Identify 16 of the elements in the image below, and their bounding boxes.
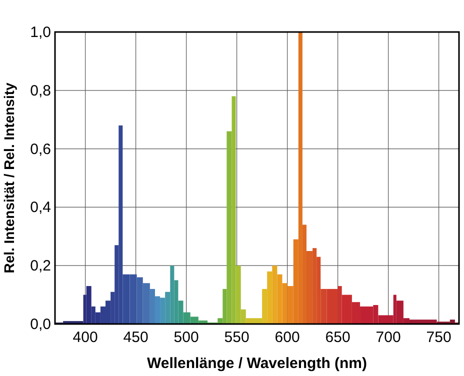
y-axis-title: Rel. Intensität / Rel. Intensity (1, 82, 17, 274)
x-tick-label: 550 (224, 329, 250, 346)
y-tick-label: 0,2 (30, 258, 51, 275)
x-axis-title: Wellenlänge / Wavelength (nm) (146, 355, 368, 372)
y-tick-label: 1,0 (30, 24, 51, 41)
y-tick-label: 0,8 (30, 82, 51, 100)
y-tick-label: 0,4 (30, 199, 51, 216)
y-tick-label: 0,6 (30, 140, 51, 158)
x-tick-label: 400 (72, 329, 98, 346)
x-tick-label: 500 (174, 329, 199, 346)
x-tick-label: 450 (123, 329, 148, 346)
x-tick-label: 750 (426, 329, 452, 346)
x-tick-label: 650 (325, 329, 350, 346)
x-tick-label: 600 (274, 329, 300, 346)
y-tick-label: 0,0 (30, 316, 51, 333)
x-tick-label: 700 (376, 329, 401, 346)
